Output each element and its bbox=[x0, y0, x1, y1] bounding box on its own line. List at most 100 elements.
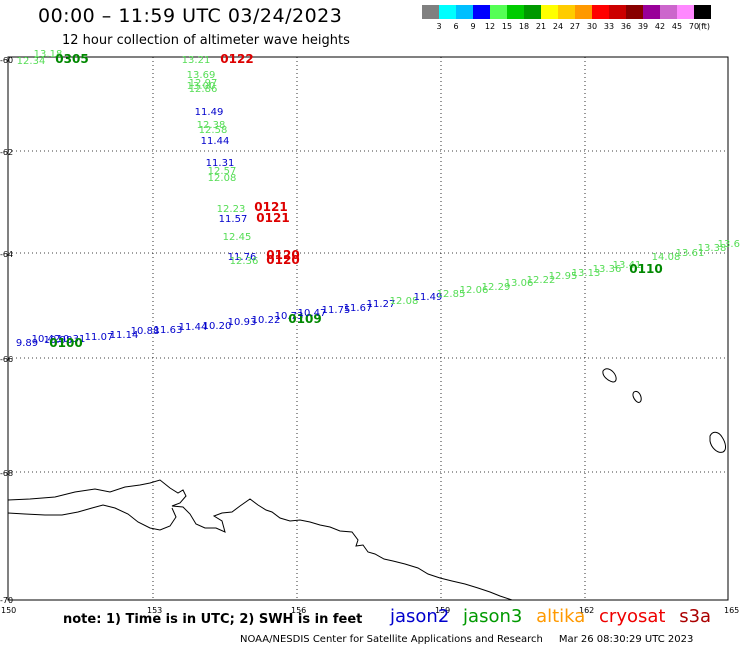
wave-height-label: 11.76 bbox=[228, 252, 257, 263]
coastline-inlet bbox=[7, 504, 177, 531]
generated-timestamp: Mar 26 08:30:29 UTC 2023 bbox=[558, 634, 694, 645]
colorbar-label: 45 bbox=[672, 22, 682, 31]
lat-label: -66 bbox=[0, 355, 13, 364]
lon-label: 156 bbox=[291, 606, 306, 615]
wave-height-label: 13.13 bbox=[572, 268, 601, 279]
wave-height-label: 11.67 bbox=[344, 303, 373, 314]
island bbox=[632, 390, 642, 403]
pass-time-label: 0305 bbox=[55, 52, 88, 66]
colorbar-swatch bbox=[541, 5, 558, 19]
wave-height-label: 11.44 bbox=[201, 136, 230, 147]
wave-height-label: 11.27 bbox=[367, 299, 396, 310]
wave-height-label: 12.57 bbox=[208, 166, 237, 177]
colorbar-label: 24 bbox=[553, 22, 563, 31]
lat-lon-grid bbox=[8, 57, 728, 600]
colorbar-swatch bbox=[643, 5, 660, 19]
wave-height-label: 10.20 bbox=[203, 321, 232, 332]
legend-jason2: jason2 bbox=[390, 606, 450, 627]
wave-height-label: 13.69 bbox=[187, 70, 216, 81]
colorbar-swatch bbox=[609, 5, 626, 19]
pass-time-label: 0100 bbox=[49, 336, 82, 350]
wave-height-label: 12.23 bbox=[217, 204, 246, 215]
lat-label: -64 bbox=[0, 250, 13, 259]
wave-height-label: 10.98 bbox=[44, 335, 73, 346]
wave-height-label: 13.06 bbox=[505, 278, 534, 289]
credit-line: NOAA/NESDIS Center for Satellite Applica… bbox=[240, 634, 693, 645]
wave-height-label: 12.97 bbox=[189, 78, 218, 89]
wave-height-label: 10.31 bbox=[57, 334, 86, 345]
lon-label: 150 bbox=[1, 606, 16, 615]
wave-height-label: 13.61 bbox=[676, 248, 705, 259]
wave-height-label: 10.88 bbox=[131, 326, 160, 337]
colorbar-label: 15 bbox=[502, 22, 512, 31]
island bbox=[709, 431, 726, 453]
map-frame bbox=[7, 56, 729, 601]
colorbar-swatch bbox=[439, 5, 456, 19]
colorbar-label: 9 bbox=[470, 22, 475, 31]
wave-height-label: 12.34 bbox=[17, 56, 46, 67]
wave-height-label: 10.42 bbox=[32, 334, 61, 345]
wave-height-label: 13.18 bbox=[34, 49, 63, 60]
colorbar-swatch bbox=[422, 5, 439, 19]
pass-time-label: 0122 bbox=[220, 52, 253, 66]
color-scale-legend: 3 6 9 12 15 18 21 24 27 30 33 36 39 42 45 70(ft) bbox=[422, 5, 711, 31]
wave-height-label: 11.57 bbox=[219, 214, 248, 225]
colorbar-swatch bbox=[694, 5, 711, 19]
pass-time-label: 0110 bbox=[629, 262, 662, 276]
wave-height-label: 12.58 bbox=[199, 125, 228, 136]
colorbar-label: 42 bbox=[655, 22, 665, 31]
lat-label: -62 bbox=[0, 148, 13, 157]
wave-height-label: 11.14 bbox=[110, 330, 139, 341]
wave-height-label: 11.31 bbox=[206, 158, 235, 169]
lon-label: 159 bbox=[435, 606, 450, 615]
wave-height-label: 11.49 bbox=[195, 107, 224, 118]
colorbar-unit: (ft) bbox=[698, 22, 710, 31]
colorbar-swatch bbox=[626, 5, 643, 19]
colorbar-swatch bbox=[558, 5, 575, 19]
wave-height-label: 11.07 bbox=[85, 332, 114, 343]
pass-time-label: 0121 bbox=[256, 211, 289, 225]
colorbar-label: 21 bbox=[536, 22, 546, 31]
wave-height-label: 12.29 bbox=[482, 282, 511, 293]
wave-height-label: 12.08 bbox=[208, 173, 237, 184]
colorbar-label: 30 bbox=[587, 22, 597, 31]
credit-text: NOAA/NESDIS Center for Satellite Applica… bbox=[240, 634, 543, 645]
pass-time-label: 0109 bbox=[288, 312, 321, 326]
island bbox=[602, 368, 617, 383]
wave-height-label: 13.41 bbox=[613, 260, 642, 271]
wave-height-label: 12.06 bbox=[460, 285, 489, 296]
colorbar-label: 39 bbox=[638, 22, 648, 31]
wave-height-label: 13.21 bbox=[182, 55, 211, 66]
map-title: 00:00 – 11:59 UTC 03/24/2023 bbox=[38, 5, 343, 27]
colorbar-label: 70 bbox=[689, 22, 699, 31]
wave-height-label: 12.38 bbox=[197, 120, 226, 131]
wave-height-label: 12.36 bbox=[230, 256, 259, 267]
wave-height-label: 12.95 bbox=[549, 271, 578, 282]
lat-label: -70 bbox=[0, 596, 13, 605]
pass-time-label: 0120 bbox=[266, 253, 299, 267]
map-subtitle: 12 hour collection of altimeter wave hei… bbox=[62, 33, 350, 48]
colorbar-swatch bbox=[456, 5, 473, 19]
legend-s3a: s3a bbox=[679, 606, 712, 627]
wave-height-label: 12.45 bbox=[223, 232, 252, 243]
wave-height-label: 10.93 bbox=[228, 317, 257, 328]
wave-height-label: 13.00 bbox=[187, 81, 216, 92]
wave-height-label: 11.63 bbox=[154, 325, 183, 336]
colorbar-swatch bbox=[490, 5, 507, 19]
lon-label: 165 bbox=[724, 606, 739, 615]
wave-height-label: 12.22 bbox=[527, 275, 556, 286]
wave-height-label: 13.36 bbox=[593, 264, 622, 275]
wave-height-label: 11.44 bbox=[179, 322, 208, 333]
legend-altika: altika bbox=[536, 606, 586, 627]
footnote: note: 1) Time is in UTC; 2) SWH is in fe… bbox=[63, 612, 363, 627]
wave-height-label: 10.47 bbox=[298, 308, 327, 319]
colorbar-label: 27 bbox=[570, 22, 580, 31]
colorbar-swatch bbox=[575, 5, 592, 19]
colorbar-label: 36 bbox=[621, 22, 631, 31]
wave-height-label: 14.08 bbox=[652, 252, 681, 263]
colorbar-swatch bbox=[507, 5, 524, 19]
colorbar-swatch bbox=[473, 5, 490, 19]
